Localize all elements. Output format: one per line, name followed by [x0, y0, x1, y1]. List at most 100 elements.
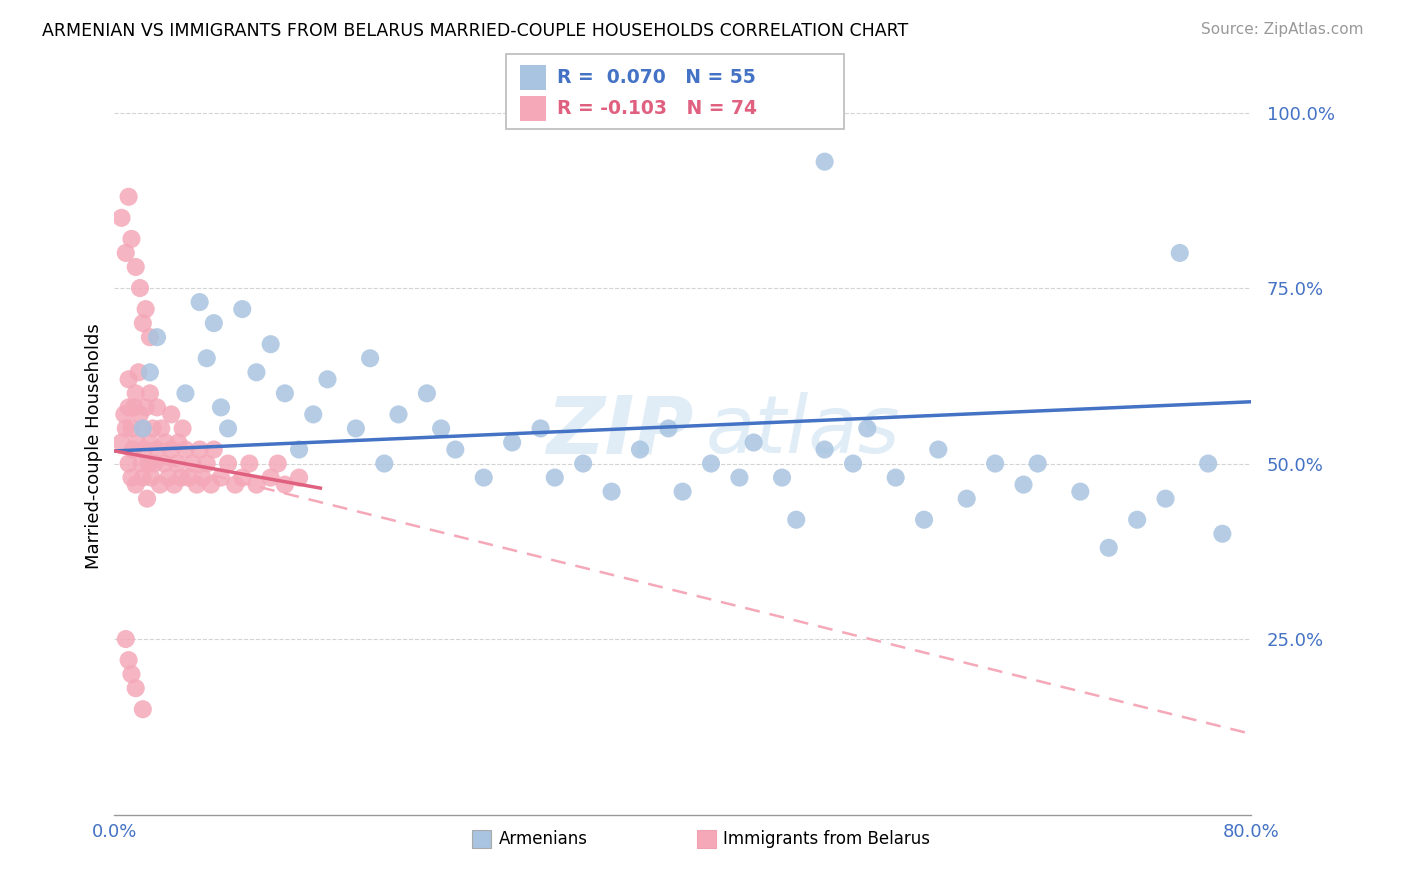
Point	[132, 470, 155, 484]
Point	[174, 386, 197, 401]
Point	[135, 401, 157, 415]
Point	[472, 470, 495, 484]
Point	[129, 408, 152, 422]
Point	[359, 351, 381, 366]
Point	[146, 330, 169, 344]
Point	[172, 421, 194, 435]
Point	[142, 421, 165, 435]
Point	[430, 421, 453, 435]
Point	[770, 470, 793, 484]
Point	[912, 513, 935, 527]
Point	[124, 401, 146, 415]
Point	[139, 330, 162, 344]
Text: ZIP: ZIP	[547, 392, 693, 470]
Point	[139, 435, 162, 450]
Point	[146, 442, 169, 457]
Point	[139, 386, 162, 401]
Point	[117, 457, 139, 471]
Point	[150, 421, 173, 435]
Point	[114, 421, 136, 435]
Point	[132, 702, 155, 716]
Point	[149, 477, 172, 491]
Point	[1012, 477, 1035, 491]
Point	[188, 442, 211, 457]
Text: Source: ZipAtlas.com: Source: ZipAtlas.com	[1201, 22, 1364, 37]
Point	[274, 477, 297, 491]
Point	[209, 470, 232, 484]
Point	[544, 470, 567, 484]
Point	[1069, 484, 1091, 499]
Point	[344, 421, 367, 435]
Point	[125, 260, 148, 274]
Point	[188, 295, 211, 310]
Point	[1098, 541, 1121, 555]
Point	[1154, 491, 1177, 506]
Point	[153, 457, 176, 471]
Point	[231, 302, 253, 317]
Point	[117, 401, 139, 415]
Point	[671, 484, 693, 499]
Point	[110, 211, 132, 225]
Point	[245, 477, 267, 491]
Point	[138, 457, 160, 471]
Point	[728, 470, 751, 484]
Point	[132, 316, 155, 330]
Point	[274, 386, 297, 401]
Point	[125, 477, 148, 491]
Point	[572, 457, 595, 471]
Point	[120, 421, 142, 435]
Point	[416, 386, 439, 401]
Y-axis label: Married-couple Households: Married-couple Households	[86, 323, 103, 569]
Point	[224, 477, 246, 491]
Point	[186, 477, 208, 491]
Point	[1026, 457, 1049, 471]
Point	[128, 365, 150, 379]
Point	[217, 421, 239, 435]
Point	[657, 421, 679, 435]
Point	[170, 470, 193, 484]
Point	[984, 457, 1007, 471]
Point	[132, 421, 155, 435]
Text: Armenians: Armenians	[498, 830, 588, 847]
Point	[1126, 513, 1149, 527]
Point	[814, 442, 837, 457]
Point	[125, 386, 148, 401]
Point	[195, 457, 218, 471]
Point	[110, 435, 132, 450]
Point	[131, 457, 153, 471]
Point	[529, 421, 551, 435]
Point	[260, 470, 283, 484]
Point	[136, 491, 159, 506]
Point	[217, 457, 239, 471]
Point	[238, 457, 260, 471]
Point	[120, 667, 142, 681]
Point	[146, 401, 169, 415]
Point	[139, 365, 162, 379]
Point	[157, 470, 180, 484]
Point	[288, 442, 311, 457]
Text: atlas: atlas	[706, 392, 900, 470]
Point	[202, 316, 225, 330]
Point	[373, 457, 395, 471]
Point	[260, 337, 283, 351]
Text: 0.0%: 0.0%	[91, 822, 138, 841]
Point	[122, 442, 145, 457]
Point	[114, 632, 136, 646]
Point	[700, 457, 723, 471]
Point	[956, 491, 979, 506]
Point	[927, 442, 949, 457]
Point	[387, 408, 409, 422]
Text: R =  0.070   N = 55: R = 0.070 N = 55	[557, 69, 755, 87]
Point	[195, 351, 218, 366]
Point	[134, 442, 156, 457]
Point	[132, 421, 155, 435]
Point	[191, 470, 214, 484]
Point	[160, 442, 183, 457]
Point	[267, 457, 290, 471]
Point	[120, 470, 142, 484]
Point	[127, 435, 149, 450]
Point	[316, 372, 339, 386]
Point	[163, 477, 186, 491]
Point	[174, 442, 197, 457]
Point	[842, 457, 865, 471]
